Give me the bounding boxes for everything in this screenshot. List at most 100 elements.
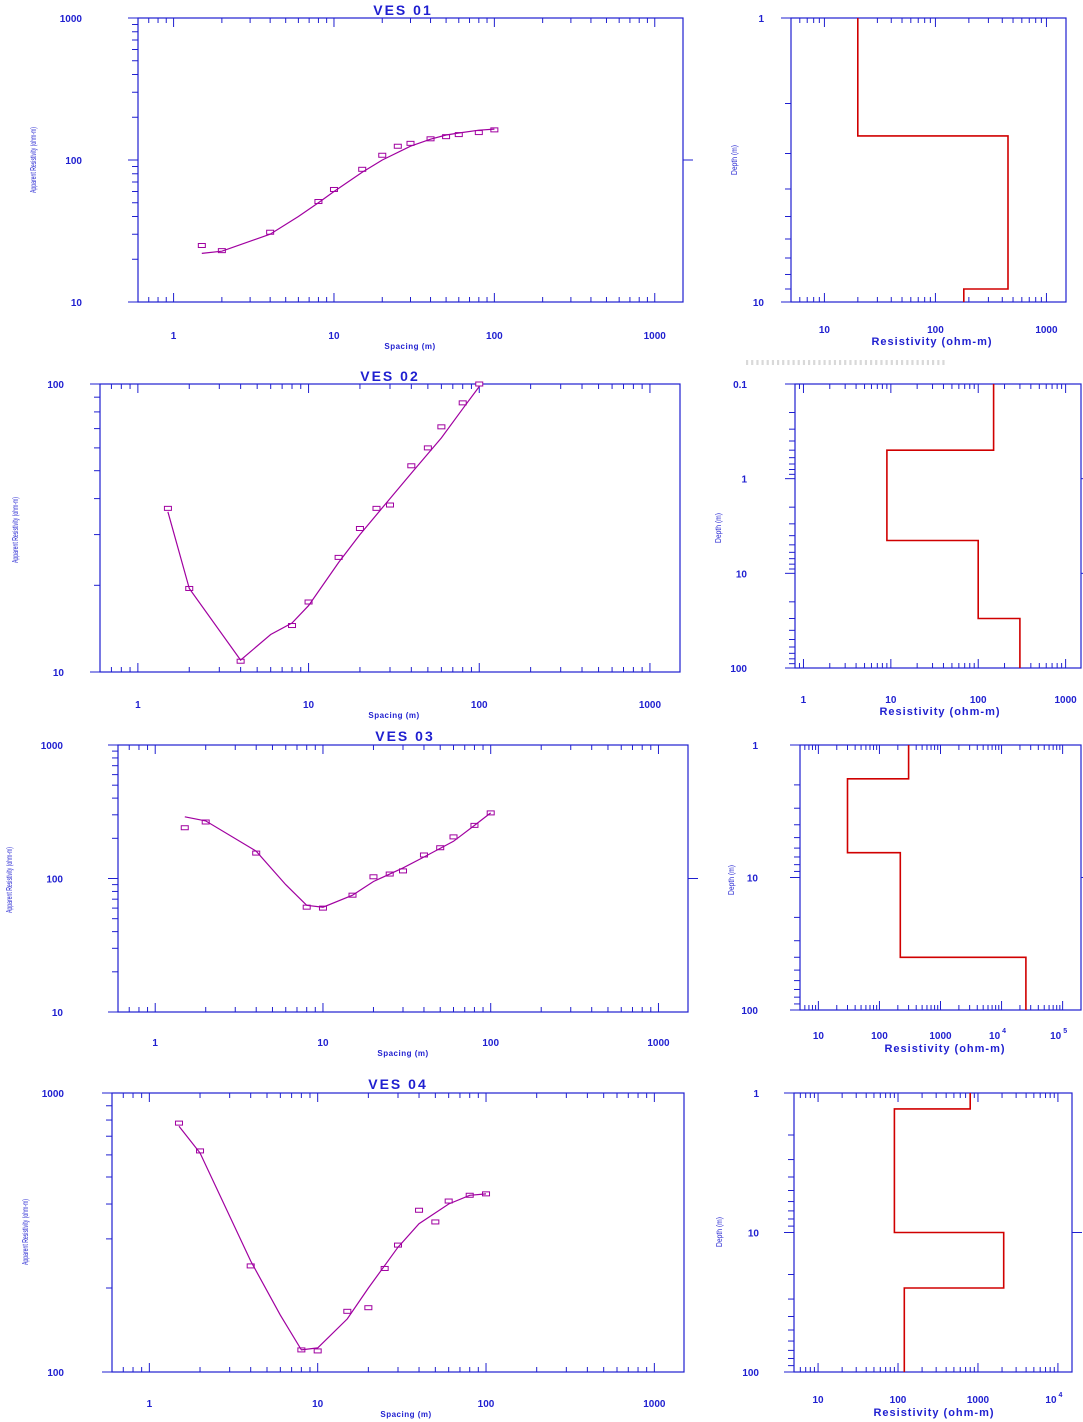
observed-point (386, 502, 394, 508)
observed-point (197, 242, 206, 248)
y-axis-label: Apparent Resistivity (ohm-m) (29, 127, 38, 193)
observed-point (358, 166, 367, 172)
chart-title: VES 02 (360, 368, 419, 384)
observed-point (474, 130, 483, 136)
observed-point (449, 834, 458, 840)
observed-point (437, 424, 446, 430)
observed-point (180, 825, 189, 831)
y-axis-label: Depth (m) (715, 1217, 724, 1247)
resistivity-model-profile (886, 384, 1021, 668)
y-tick-label: 100 (47, 380, 64, 391)
x-tick-label: 10 (819, 325, 831, 336)
x-axis-label: Resistivity (ohm-m) (879, 706, 1000, 718)
y-tick-label: 1000 (60, 14, 83, 25)
observed-point (313, 1348, 322, 1354)
observed-point (369, 874, 378, 880)
resistivity-model-profile (857, 18, 1009, 302)
y-axis-label: Apparent Resistivity (ohm-m) (11, 497, 20, 563)
observed-point (364, 1305, 373, 1311)
x-tick-label: 10 (813, 1395, 825, 1406)
chart-5: 1 10 100 1000 10 100 1000 Spacing (m) Apparent R… (5, 728, 698, 1058)
x-tick-label-exponent: 5 (1063, 1028, 1067, 1035)
observed-point (355, 525, 364, 531)
observed-point (486, 810, 495, 816)
chart-title: VES 03 (375, 728, 434, 744)
y-tick-label: 0.1 (733, 380, 747, 391)
x-tick-label-base: 10 (989, 1031, 1001, 1042)
x-tick-label: 100 (482, 1038, 499, 1049)
y-tick-label: 100 (47, 1368, 64, 1379)
model-curve (178, 1125, 487, 1351)
model-curve (184, 812, 492, 908)
y-tick-label: 10 (52, 1008, 64, 1019)
x-tick-label: 1 (147, 1399, 153, 1410)
x-tick-label: 10 (328, 331, 340, 342)
plot-frame (790, 17, 1067, 303)
y-axis-label: Depth (m) (727, 865, 736, 895)
plot-frame (137, 17, 684, 303)
x-tick-label: 10 (312, 1399, 324, 1410)
x-axis-label: Resistivity (ohm-m) (884, 1043, 1005, 1055)
y-tick-label: 100 (46, 875, 63, 886)
x-tick-label: 1000 (639, 700, 662, 711)
y-tick-label: 10 (753, 298, 765, 309)
observed-point (399, 868, 407, 874)
observed-point (444, 1198, 453, 1204)
observed-point (423, 445, 432, 451)
x-tick-label: 1 (171, 331, 177, 342)
y-tick-label: 1 (758, 14, 764, 25)
y-axis-label: Depth (m) (714, 513, 723, 543)
y-tick-label: 100 (742, 1368, 759, 1379)
observed-point (407, 463, 416, 469)
observed-point (304, 599, 313, 605)
y-tick-label: 10 (71, 298, 83, 309)
chart-7: 1 10 100 1000 100 1000 Spacing (m) Apparent Res… (21, 1076, 685, 1419)
y-tick-label: 100 (65, 156, 82, 167)
x-tick-label: 1000 (929, 1031, 952, 1042)
x-tick-label: 1000 (647, 1038, 670, 1049)
x-tick-label: 100 (478, 1399, 495, 1410)
observed-point (431, 1219, 440, 1225)
observed-point (201, 819, 210, 825)
y-axis-label: Apparent Resistivity (ohm-m) (5, 847, 14, 913)
plot-frame (111, 1092, 685, 1373)
x-tick-label: 100 (486, 331, 503, 342)
plot-frame (99, 383, 681, 673)
x-tick-label: 10 (813, 1031, 825, 1042)
y-tick-label: 1 (752, 741, 758, 752)
x-tick-label: 1000 (1054, 695, 1077, 706)
observed-point (174, 1120, 183, 1126)
x-axis-label: Resistivity (ohm-m) (873, 1407, 994, 1419)
observed-point (372, 505, 381, 511)
y-tick-label: 10 (747, 874, 759, 885)
chart-2: 10 100 1000 1 10 Resistivity (ohm-m) Depth (m) (730, 14, 1067, 348)
y-tick-label: 100 (730, 664, 747, 675)
x-tick-label: 100 (890, 1395, 907, 1406)
x-tick-label: 1 (801, 695, 807, 706)
x-axis-label: Resistivity (ohm-m) (871, 336, 992, 348)
cropped-heading-fragment: IIIIIIIIIIIIIIIIIIIIIIIIIIIIIIIIIIIIIII (745, 352, 947, 368)
x-tick-label: 100 (970, 695, 987, 706)
x-axis-label: Spacing (m) (384, 342, 435, 351)
x-tick-label: 10 5 (1050, 1028, 1067, 1042)
observed-point (393, 143, 402, 149)
y-tick-label: 100 (741, 1006, 758, 1017)
chart-3: 1 10 100 1000 10 100 Spacing (m) Apparent Resis… (11, 368, 681, 720)
x-tick-label: 10 (303, 700, 315, 711)
x-tick-label: 10 (885, 695, 897, 706)
x-tick-label: 1000 (1035, 325, 1058, 336)
y-tick-label: 10 (53, 668, 65, 679)
model-curve (201, 128, 495, 254)
y-tick-label: 10 (748, 1229, 760, 1240)
observed-point (475, 381, 484, 387)
x-tick-label: 100 (471, 700, 488, 711)
x-tick-label-exponent: 4 (1002, 1028, 1006, 1035)
y-axis-label: Apparent Resistivity (ohm-m) (21, 1199, 30, 1265)
y-axis-label: Depth (m) (730, 145, 739, 175)
y-tick-label: 1000 (42, 1089, 65, 1100)
model-curve (167, 386, 480, 661)
